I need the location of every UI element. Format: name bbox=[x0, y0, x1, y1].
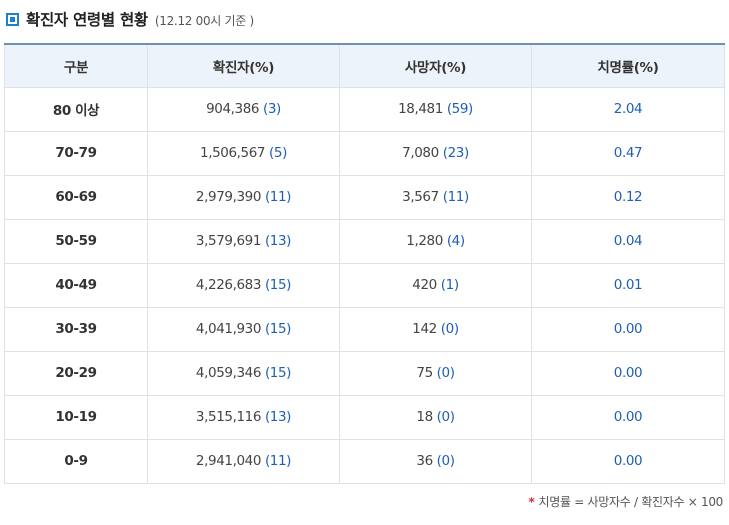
column-header-category: 구분 bbox=[4, 43, 148, 88]
deaths-value: 7,080 bbox=[402, 145, 439, 161]
deaths-value: 420 bbox=[412, 277, 437, 293]
cell-fatality-rate: 2.04 bbox=[531, 86, 725, 132]
cases-percent: (11) bbox=[264, 453, 292, 469]
cell-deaths: 142 (0) bbox=[339, 306, 532, 352]
cell-deaths: 7,080 (23) bbox=[339, 130, 532, 176]
cell-deaths: 36 (0) bbox=[339, 438, 532, 484]
cases-value: 904,386 bbox=[206, 101, 260, 117]
cases-percent: (11) bbox=[264, 189, 292, 205]
table-row: 60-69 2,979,390 (11) 3,567 (11) 0.12 bbox=[4, 174, 725, 220]
deaths-percent: (0) bbox=[440, 321, 459, 337]
cell-cases: 4,041,930 (15) bbox=[147, 306, 340, 352]
deaths-percent: (1) bbox=[440, 277, 459, 293]
cell-cases: 4,226,683 (15) bbox=[147, 262, 340, 308]
cases-percent: (3) bbox=[263, 101, 281, 117]
cell-age-group: 40-49 bbox=[4, 262, 148, 308]
deaths-value: 3,567 bbox=[402, 189, 439, 205]
column-header-deaths: 사망자(%) bbox=[339, 43, 532, 88]
cases-value: 3,515,116 bbox=[195, 409, 262, 425]
table-row: 70-79 1,506,567 (5) 7,080 (23) 0.47 bbox=[4, 130, 725, 176]
cell-fatality-rate: 0.47 bbox=[531, 130, 725, 176]
deaths-percent: (23) bbox=[442, 145, 470, 161]
column-header-fatality-rate: 치명률(%) bbox=[531, 43, 725, 88]
cases-percent: (5) bbox=[269, 145, 287, 161]
cell-age-group: 80 이상 bbox=[4, 86, 148, 132]
table-row: 40-49 4,226,683 (15) 420 (1) 0.01 bbox=[4, 262, 725, 308]
cell-deaths: 3,567 (11) bbox=[339, 174, 532, 220]
table-row: 30-39 4,041,930 (15) 142 (0) 0.00 bbox=[4, 306, 725, 352]
cell-fatality-rate: 0.04 bbox=[531, 218, 725, 264]
footnote: * 치명률 = 사망자수 / 확진자수 × 100 bbox=[528, 493, 724, 510]
cell-cases: 2,941,040 (11) bbox=[147, 438, 340, 484]
deaths-percent: (0) bbox=[436, 365, 455, 381]
cell-fatality-rate: 0.12 bbox=[531, 174, 725, 220]
deaths-value: 142 bbox=[412, 321, 437, 337]
deaths-percent: (0) bbox=[436, 453, 455, 469]
footnote-asterisk: * bbox=[528, 495, 535, 509]
cell-age-group: 60-69 bbox=[4, 174, 148, 220]
cases-value: 3,579,691 bbox=[195, 233, 262, 249]
table-row: 0-9 2,941,040 (11) 36 (0) 0.00 bbox=[4, 438, 725, 484]
cases-percent: (15) bbox=[264, 277, 292, 293]
cases-percent: (15) bbox=[264, 365, 292, 381]
cell-cases: 1,506,567 (5) bbox=[147, 130, 340, 176]
cell-fatality-rate: 0.00 bbox=[531, 438, 725, 484]
deaths-percent: (0) bbox=[436, 409, 455, 425]
cell-age-group: 30-39 bbox=[4, 306, 148, 352]
cases-percent: (13) bbox=[264, 409, 292, 425]
square-bullet-icon bbox=[6, 12, 19, 26]
deaths-value: 75 bbox=[416, 365, 433, 381]
deaths-percent: (11) bbox=[442, 189, 470, 205]
footnote-text: 치명률 = 사망자수 / 확진자수 × 100 bbox=[538, 495, 724, 509]
cell-deaths: 18,481 (59) bbox=[339, 86, 532, 132]
deaths-value: 36 bbox=[416, 453, 433, 469]
cell-deaths: 75 (0) bbox=[339, 350, 532, 396]
cell-fatality-rate: 0.00 bbox=[531, 394, 725, 440]
table-row: 80 이상 904,386 (3) 18,481 (59) 2.04 bbox=[4, 86, 725, 132]
cases-value: 4,041,930 bbox=[195, 321, 262, 337]
cell-age-group: 0-9 bbox=[4, 438, 148, 484]
cell-age-group: 10-19 bbox=[4, 394, 148, 440]
cases-percent: (13) bbox=[264, 233, 292, 249]
cases-value: 2,979,390 bbox=[195, 189, 262, 205]
table-row: 20-29 4,059,346 (15) 75 (0) 0.00 bbox=[4, 350, 725, 396]
deaths-value: 18 bbox=[416, 409, 433, 425]
table-row: 50-59 3,579,691 (13) 1,280 (4) 0.04 bbox=[4, 218, 725, 264]
cell-cases: 2,979,390 (11) bbox=[147, 174, 340, 220]
deaths-value: 18,481 bbox=[398, 101, 443, 117]
cell-age-group: 50-59 bbox=[4, 218, 148, 264]
section-subtitle: (12.12 00시 기준 ) bbox=[154, 13, 254, 28]
table-header-row: 구분 확진자(%) 사망자(%) 치명률(%) bbox=[4, 43, 725, 88]
cases-value: 1,506,567 bbox=[200, 145, 266, 161]
cases-value: 2,941,040 bbox=[195, 453, 262, 469]
cell-deaths: 420 (1) bbox=[339, 262, 532, 308]
cell-fatality-rate: 0.00 bbox=[531, 350, 725, 396]
table-row: 10-19 3,515,116 (13) 18 (0) 0.00 bbox=[4, 394, 725, 440]
section-title: 확진자 연령별 현황 bbox=[26, 11, 148, 29]
deaths-value: 1,280 bbox=[406, 233, 443, 249]
cell-deaths: 1,280 (4) bbox=[339, 218, 532, 264]
section-header: 확진자 연령별 현황 (12.12 00시 기준 ) bbox=[6, 8, 254, 30]
cases-value: 4,226,683 bbox=[195, 277, 262, 293]
cases-value: 4,059,346 bbox=[195, 365, 262, 381]
cell-age-group: 20-29 bbox=[4, 350, 148, 396]
cell-cases: 3,579,691 (13) bbox=[147, 218, 340, 264]
cell-deaths: 18 (0) bbox=[339, 394, 532, 440]
cell-age-group: 70-79 bbox=[4, 130, 148, 176]
column-header-cases: 확진자(%) bbox=[147, 43, 340, 88]
cell-fatality-rate: 0.01 bbox=[531, 262, 725, 308]
deaths-percent: (4) bbox=[446, 233, 465, 249]
cell-cases: 3,515,116 (13) bbox=[147, 394, 340, 440]
cell-cases: 4,059,346 (15) bbox=[147, 350, 340, 396]
deaths-percent: (59) bbox=[446, 101, 474, 117]
age-stats-table: 구분 확진자(%) 사망자(%) 치명률(%) 80 이상 904,386 (3)… bbox=[4, 43, 725, 484]
cell-cases: 904,386 (3) bbox=[147, 86, 340, 132]
cell-fatality-rate: 0.00 bbox=[531, 306, 725, 352]
cases-percent: (15) bbox=[264, 321, 292, 337]
